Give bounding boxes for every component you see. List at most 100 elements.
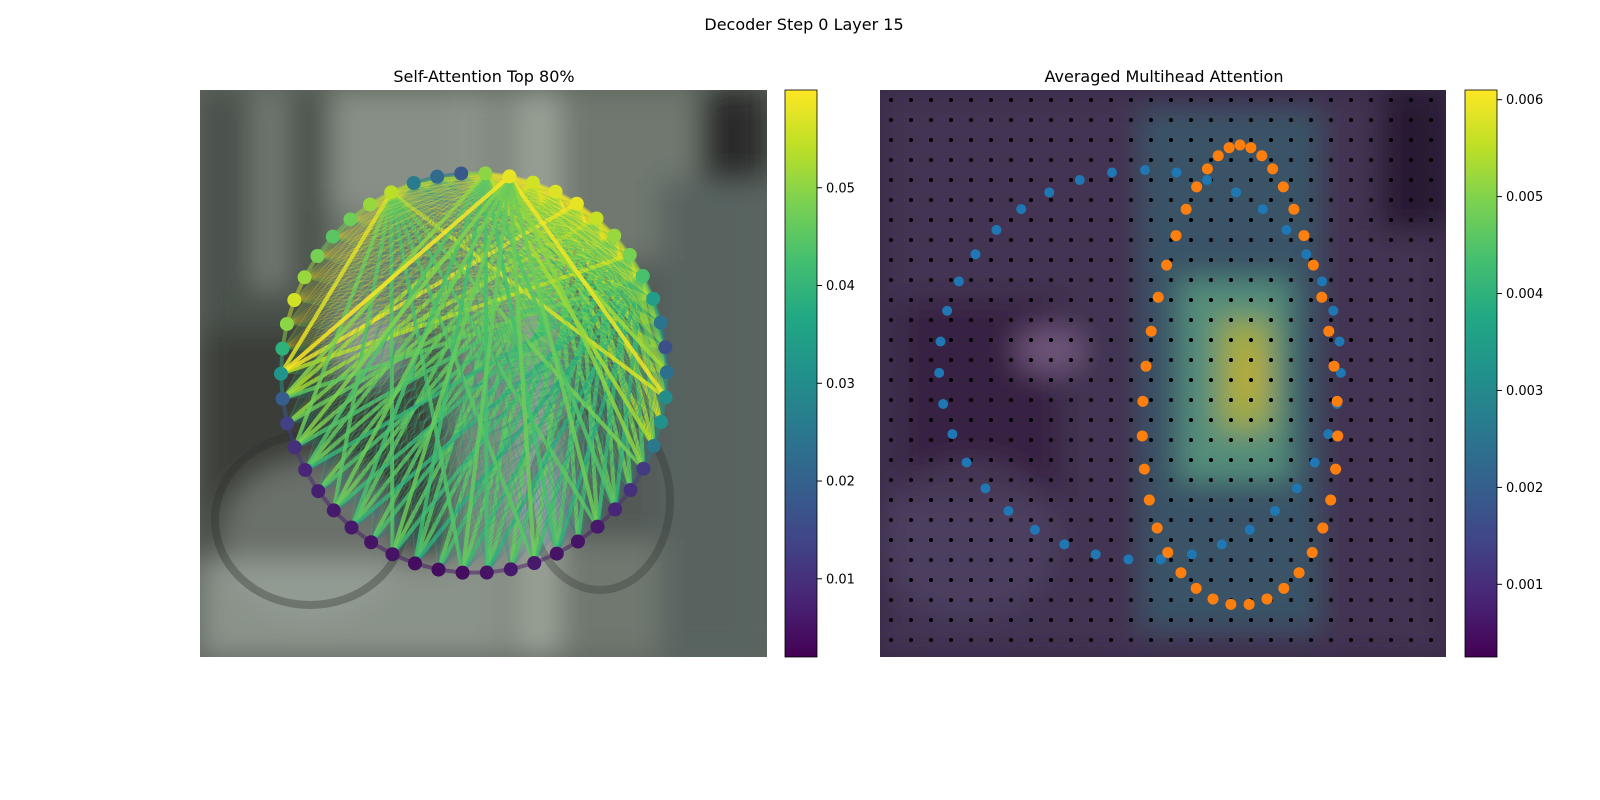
attention-edge — [613, 235, 668, 373]
grid-dot — [1129, 538, 1133, 542]
attention-edge — [350, 172, 462, 220]
grid-dot — [1289, 238, 1293, 242]
grid-dot — [949, 298, 953, 302]
attention-edge — [286, 172, 486, 424]
grid-dot — [1169, 578, 1173, 582]
grid-dot — [1429, 198, 1433, 202]
grid-dot — [889, 378, 893, 382]
grid-dot — [889, 118, 893, 122]
grid-dot — [929, 538, 933, 542]
grid-dot — [1409, 218, 1413, 222]
grid-dot — [1349, 178, 1353, 182]
attention-edge — [555, 191, 668, 373]
attention-edge — [436, 176, 615, 237]
attention-edge — [317, 275, 644, 492]
blue-point — [947, 429, 958, 440]
grid-dot — [929, 298, 933, 302]
attention-edge — [613, 235, 666, 348]
grid-dot — [1369, 538, 1373, 542]
grid-dot — [1429, 478, 1433, 482]
grid-dot — [1089, 498, 1093, 502]
grid-dot — [1169, 198, 1173, 202]
grid-dot — [1049, 498, 1053, 502]
grid-dot — [1109, 278, 1113, 282]
grid-dot — [1329, 218, 1333, 222]
grid-dot — [1089, 558, 1093, 562]
grid-dot — [1389, 638, 1393, 642]
grid-dot — [909, 558, 913, 562]
grid-dot — [1049, 358, 1053, 362]
grid-dot — [1389, 598, 1393, 602]
attention-node — [548, 184, 563, 199]
grid-dot — [989, 338, 993, 342]
attention-edge — [509, 175, 644, 277]
grid-dot — [1409, 118, 1413, 122]
attention-edge — [509, 176, 668, 373]
grid-dot — [969, 578, 973, 582]
grid-dot — [909, 518, 913, 522]
grid-dot — [1289, 258, 1293, 262]
blue-point — [1216, 539, 1227, 550]
grid-dot — [1389, 238, 1393, 242]
grid-dot — [1249, 398, 1253, 402]
grid-dot — [1029, 418, 1033, 422]
attention-node — [343, 212, 358, 227]
grid-dot — [1249, 238, 1253, 242]
attention-edge — [332, 175, 512, 512]
grid-dot — [889, 278, 893, 282]
blue-point — [1335, 367, 1346, 378]
grid-dot — [929, 378, 933, 382]
grid-dot — [1309, 418, 1313, 422]
attention-node — [549, 546, 564, 561]
grid-dot — [1169, 178, 1173, 182]
grid-dot — [929, 358, 933, 362]
attention-edge — [317, 173, 486, 492]
grid-dot — [1029, 198, 1033, 202]
grid-dot — [1109, 198, 1113, 202]
attention-edge — [642, 322, 662, 469]
attention-edge — [484, 173, 535, 564]
attention-edge — [642, 275, 667, 398]
attention-edge — [390, 191, 654, 300]
grid-dot — [1109, 438, 1113, 442]
grid-dot — [1249, 118, 1253, 122]
attention-node — [384, 185, 399, 200]
attention-edge — [462, 346, 666, 574]
attention-edge — [294, 254, 630, 301]
grid-dot — [1249, 318, 1253, 322]
grid-dot — [989, 538, 993, 542]
grid-dot — [1349, 258, 1353, 262]
grid-dot — [1389, 518, 1393, 522]
attention-node — [646, 291, 661, 306]
grid-dot — [909, 598, 913, 602]
orange-point — [1245, 142, 1257, 154]
attention-node — [325, 229, 340, 244]
grid-dot — [1149, 158, 1153, 162]
grid-dot — [1429, 98, 1433, 102]
attention-node — [658, 390, 673, 405]
grid-dot — [929, 498, 933, 502]
grid-dot — [1369, 138, 1373, 142]
grid-dot — [1209, 578, 1213, 582]
grid-dot — [1129, 458, 1133, 462]
grid-dot — [1309, 398, 1313, 402]
grid-dot — [1229, 238, 1233, 242]
attention-edge — [304, 254, 631, 471]
blue-point — [1244, 524, 1255, 535]
attention-node — [430, 169, 445, 184]
grid-dot — [989, 578, 993, 582]
grid-dot — [1169, 478, 1173, 482]
attention-edge — [462, 298, 654, 573]
grid-dot — [1389, 298, 1393, 302]
attention-edge — [508, 176, 632, 491]
attention-edge — [509, 175, 654, 300]
grid-dot — [1409, 578, 1413, 582]
grid-dot — [1289, 538, 1293, 542]
attention-edge — [509, 175, 615, 237]
grid-dot — [1209, 318, 1213, 322]
grid-dot — [1349, 638, 1353, 642]
attention-node — [607, 228, 622, 243]
grid-dot — [969, 118, 973, 122]
attention-edge — [576, 203, 654, 300]
grid-dot — [1069, 358, 1073, 362]
